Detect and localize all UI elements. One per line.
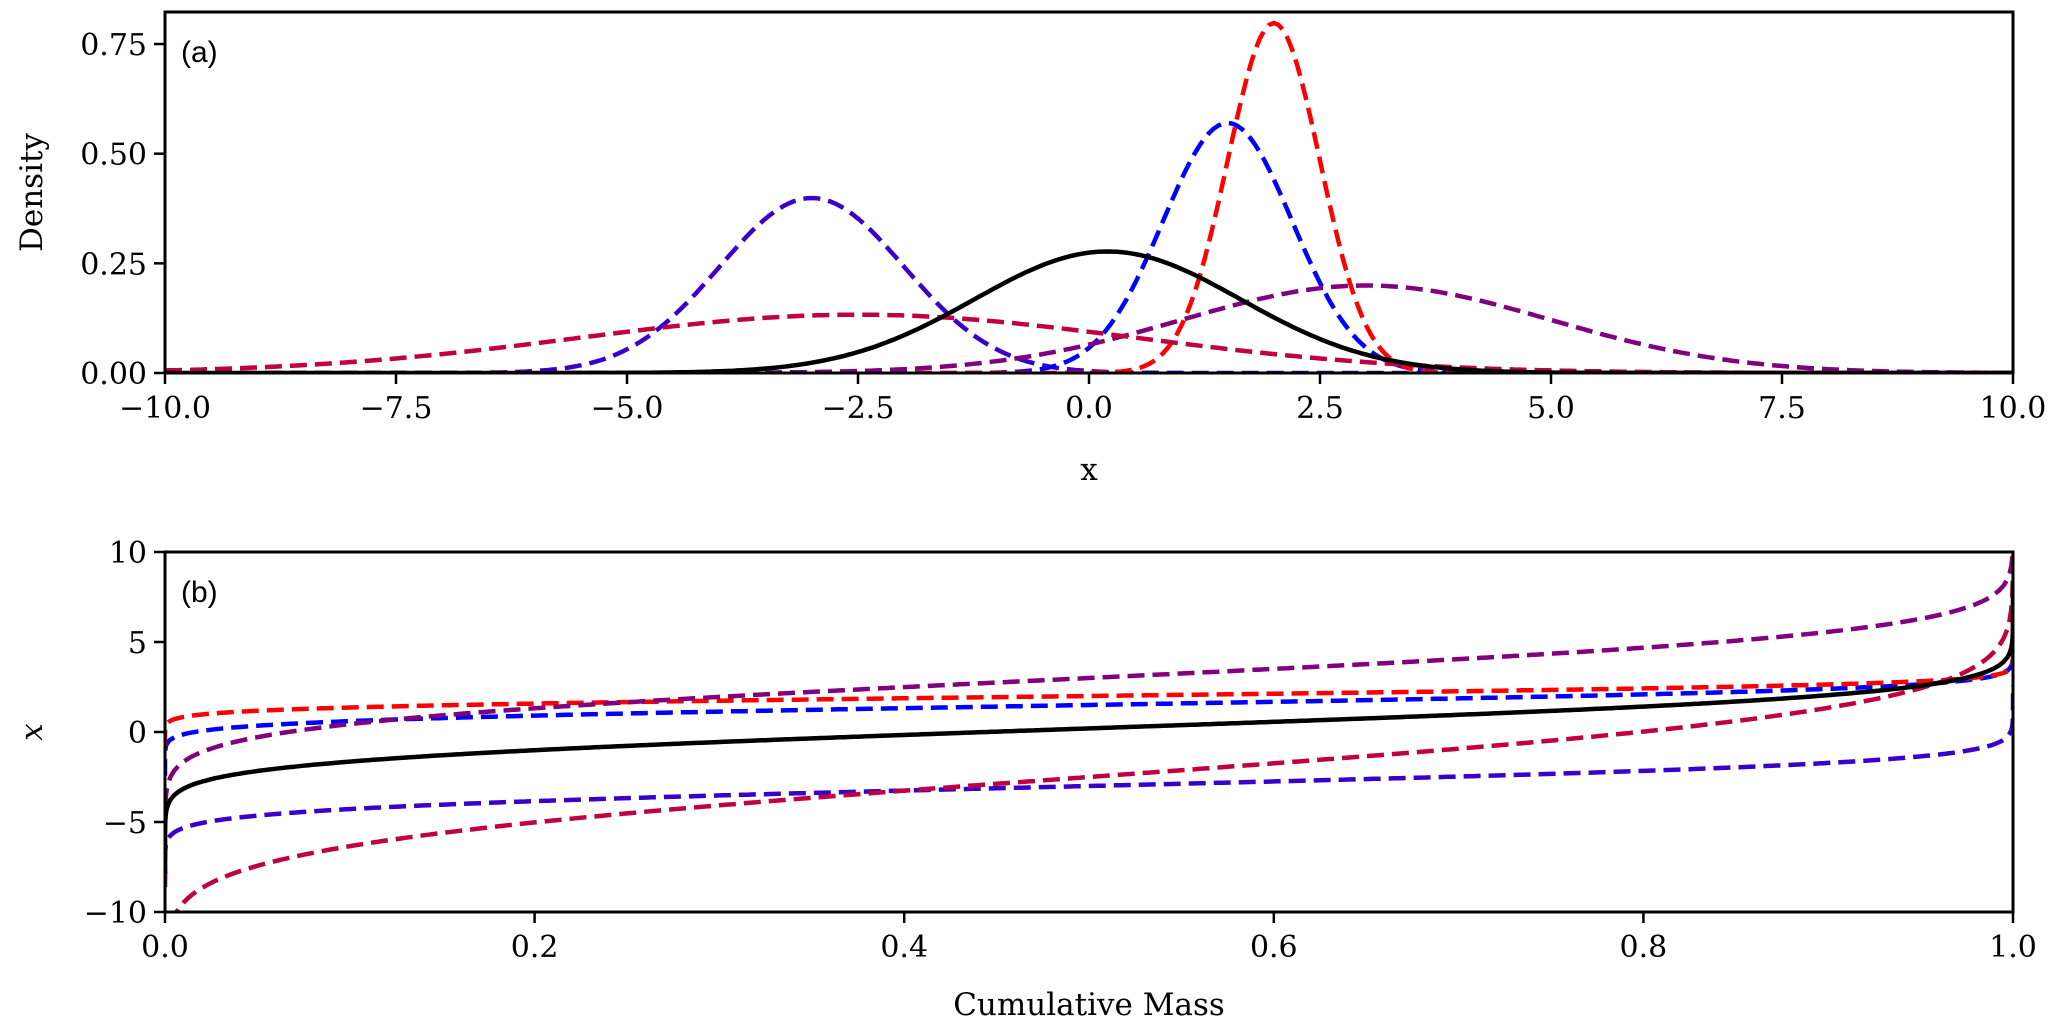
series-line-component-crimson [165,312,2013,373]
x-tick-label: 2.5 [1296,391,1344,426]
y-tick-label: −10 [84,896,147,931]
series-line-component-red [165,644,2013,748]
y-tick-label: 5 [128,626,147,661]
y-axis-label: x [14,723,50,741]
x-tick-label: 7.5 [1758,391,1806,426]
y-axis-label: Density [14,133,50,252]
series-line-component-red [165,20,2013,373]
x-tick-label: 5.0 [1527,391,1575,426]
series-line-component-purple [165,552,2013,880]
quantile-panel: 0.0 0.2 0.4 0.6 0.8 1.0 −10 −5 0 5 10 Cumulative Ma… [14,536,2037,1023]
y-tick-label: 10 [109,536,147,571]
y-tick-label: 0.00 [80,357,147,392]
x-axis-label: x [1080,452,1098,488]
series-group [165,20,2013,373]
density-panel: −10.0 −7.5 −5.0 −2.5 0.0 2.5 5.0 7.5 10.0 0.00 0.2… [14,10,2047,488]
series-line-barycenter [165,582,2013,874]
series-line-component-crimson [173,552,2013,912]
axes-frame [163,10,2015,375]
panel-label: (b) [181,576,218,609]
x-tick-label: −7.5 [360,391,433,426]
y-tick-label: 0.25 [80,247,147,282]
y-tick-label: 0.75 [80,28,147,63]
series-line-barycenter [165,249,2013,373]
x-tick-label: −5.0 [591,391,664,426]
x-tick-label: 0.2 [511,930,559,965]
y-tick-label: 0 [128,716,147,751]
x-tick-label: 0.8 [1620,930,1668,965]
series-group [165,552,2013,912]
x-tick-label: 0.4 [880,930,928,965]
x-tick-label: 0.0 [1065,391,1113,426]
axes-frame [163,550,2015,914]
x-tick-label: 1.0 [1989,930,2037,965]
x-tick-label: −10.0 [119,391,211,426]
x-tick-label: −2.5 [822,391,895,426]
x-tick-label: 10.0 [1980,391,2047,426]
series-line-component-blue [165,120,2013,373]
x-tick-label: 0.6 [1250,930,1298,965]
series-line-component-indigo [165,684,2013,888]
y-tick-label: 0.50 [80,138,147,173]
x-tick-label: 0.0 [141,930,189,965]
series-line-component-purple [165,283,2013,373]
panel-label: (a) [181,36,218,69]
x-axis-label: Cumulative Mass [953,987,1225,1023]
y-tick-label: −5 [103,806,147,841]
